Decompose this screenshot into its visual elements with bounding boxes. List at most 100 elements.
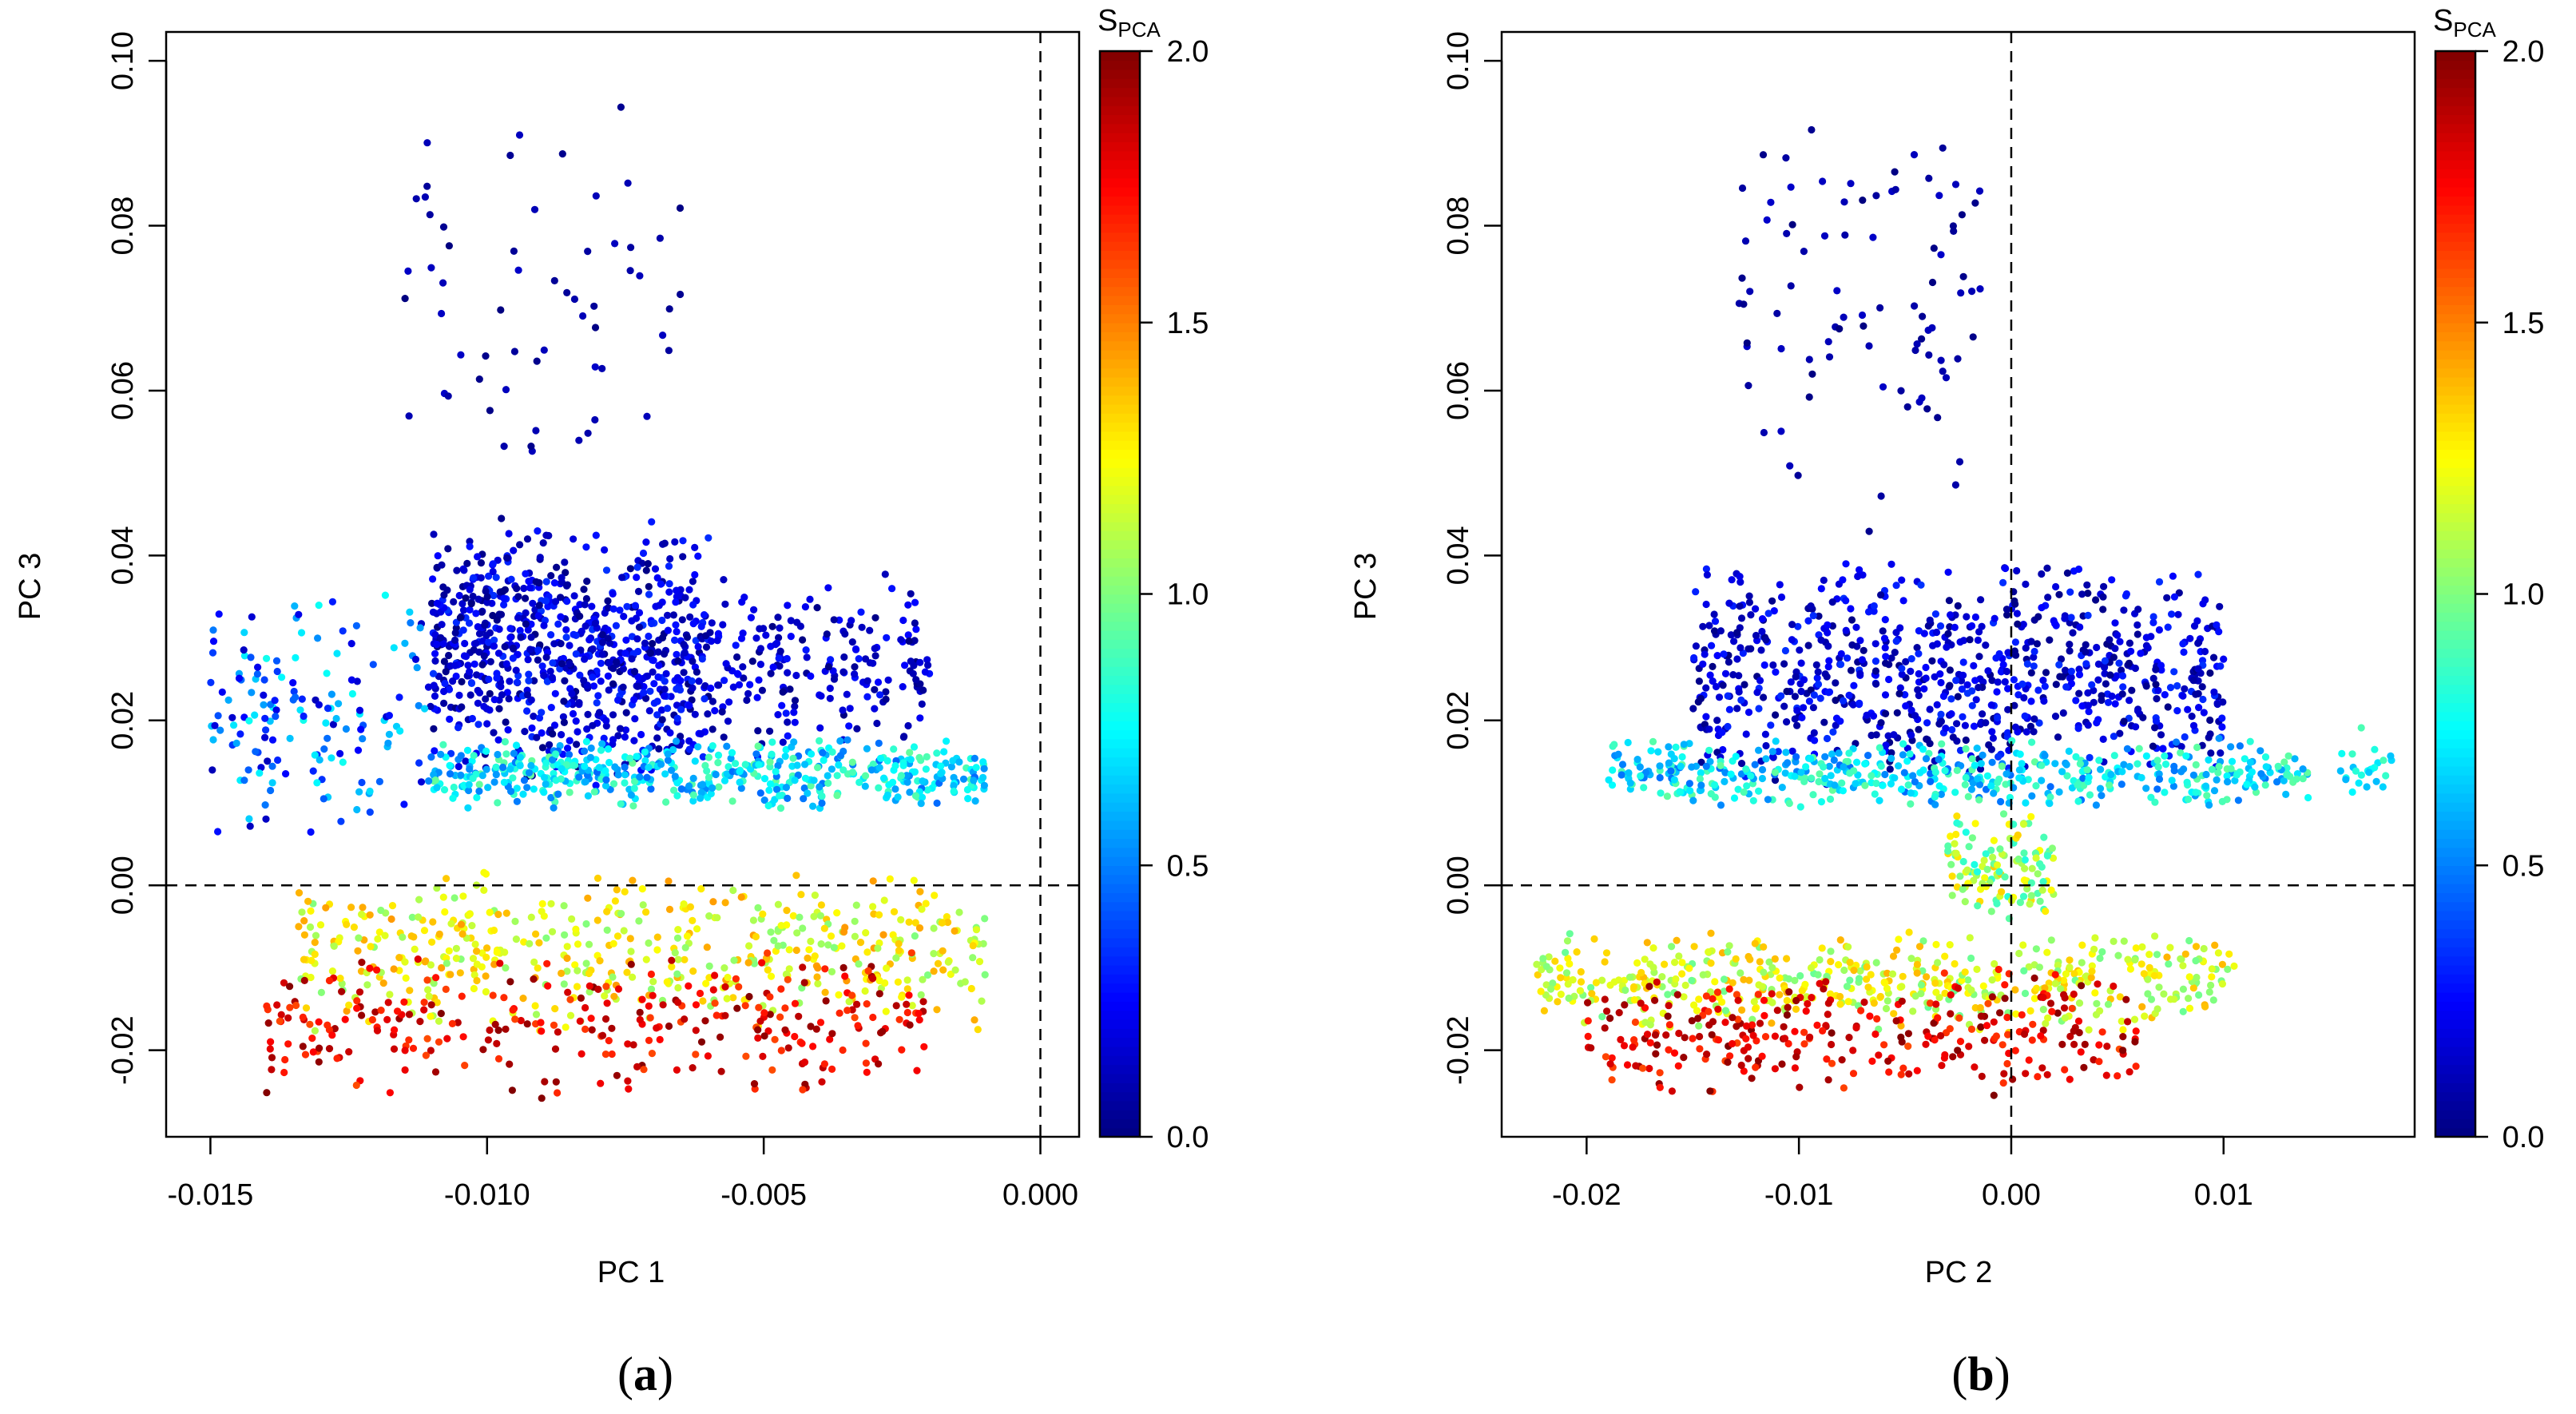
panel-b-point (1925, 351, 1933, 359)
panel-b-point (1745, 598, 1753, 606)
panel-a-point (529, 599, 537, 607)
panel-a-point (445, 947, 453, 955)
panel-a-point (410, 933, 418, 941)
panel-b-point (2039, 993, 2047, 1002)
panel-a-point (366, 911, 374, 919)
panel-b-point (1681, 981, 1689, 989)
panel-b-point (2047, 886, 2055, 894)
panel-a-point (467, 679, 476, 688)
panel-a-point (881, 570, 889, 578)
panel-a-point (554, 790, 562, 798)
panel-b-point (1755, 705, 1763, 713)
panel-a-point (524, 626, 532, 634)
panel-a-point (799, 636, 807, 644)
panel-b-point (1998, 1041, 2006, 1049)
panel-b-point (1631, 1018, 1639, 1027)
panel-a-point (856, 939, 865, 947)
panel-a-colorbar-segment (1100, 240, 1140, 251)
panel-a-point (437, 750, 445, 759)
panel-b-point (1839, 697, 1848, 705)
panel-b-point (1785, 800, 1793, 808)
panel-b-point (2028, 864, 2036, 872)
panel-a-point (911, 598, 919, 606)
panel-a-point (584, 248, 592, 256)
panel-b-point (1954, 1047, 1962, 1055)
panel-a-point (711, 707, 719, 715)
panel-a-point (691, 543, 699, 552)
panel-a-point (689, 657, 697, 665)
panel-a-point (736, 778, 744, 786)
panel-b-point (2208, 965, 2216, 973)
panel-a-point (689, 578, 697, 586)
panel-a-point (445, 242, 454, 250)
panel-a-point (563, 581, 572, 589)
panel-a-point (919, 777, 927, 785)
panel-b-point (1620, 1042, 1629, 1050)
panel-b-point (1746, 955, 1754, 963)
panel-a-point (500, 601, 508, 609)
panel-a-point (402, 974, 410, 982)
panel-b-point (2046, 783, 2054, 791)
panel-a-point (816, 1019, 825, 1027)
panel-a-point (961, 978, 969, 986)
panel-a-point (538, 900, 546, 908)
panel-a-point (435, 1017, 443, 1025)
panel-b-point (2213, 700, 2221, 709)
panel-a-point (862, 1039, 870, 1047)
panel-a-point (939, 966, 947, 974)
panel-a-point (511, 1015, 519, 1023)
panel-b-point (2125, 659, 2133, 667)
panel-a-point (492, 771, 500, 779)
panel-b-point (1913, 644, 1921, 652)
panel-a-point (702, 979, 710, 987)
panel-b-point (1882, 653, 1890, 661)
panel-a-point (737, 634, 746, 642)
panel-a-point (500, 994, 508, 1002)
panel-a-point (915, 1010, 923, 1018)
panel-a-point (899, 616, 907, 625)
panel-a-point (247, 653, 255, 661)
panel-a-point (720, 576, 728, 584)
panel-a-point (530, 975, 538, 983)
panel-b-point (1879, 781, 1887, 789)
panel-b-point (2062, 970, 2070, 978)
panel-b-point (2151, 724, 2159, 732)
panel-a-point (366, 787, 374, 796)
panel-b-point (1788, 220, 1796, 228)
panel-a-point (331, 1025, 339, 1033)
panel-b-point (1844, 654, 1852, 662)
panel-a-point (566, 1011, 575, 1019)
panel-b-point (1752, 1063, 1760, 1071)
panel-a-point (580, 586, 588, 594)
panel-a-point (903, 778, 911, 786)
panel-b-point (2011, 723, 2019, 731)
panel-b-point (2067, 614, 2075, 622)
panel-a-point (909, 669, 917, 677)
panel-a-colorbar-segment (1100, 964, 1140, 975)
panel-a-point (470, 984, 478, 993)
panel-a-colorbar-segment (1100, 485, 1140, 495)
panel-b-point (2102, 1071, 2110, 1079)
panel-a-point (585, 982, 593, 990)
panel-a-point (563, 288, 571, 296)
panel-b-point (2046, 999, 2055, 1007)
panel-a-point (520, 584, 528, 593)
panel-b-point (1577, 978, 1586, 986)
panel-b-point (2003, 611, 2011, 619)
panel-a-point (502, 964, 510, 972)
panel-a-point (632, 614, 641, 622)
panel-b-point (1973, 745, 1981, 753)
panel-b-point (1891, 168, 1899, 176)
panel-b-point (1551, 957, 1559, 965)
panel-a-point (583, 578, 591, 586)
panel-b-point (2070, 1040, 2078, 1048)
panel-b-point (2090, 698, 2098, 706)
panel-b-point (1839, 576, 1847, 584)
panel-a-point (337, 817, 345, 825)
panel-a-point (894, 793, 902, 801)
panel-b-point (1845, 1034, 1853, 1042)
panel-a-point (466, 910, 474, 918)
panel-b-point (1959, 885, 1967, 893)
panel-b-point (1968, 834, 1976, 842)
panel-a-point (390, 644, 398, 652)
